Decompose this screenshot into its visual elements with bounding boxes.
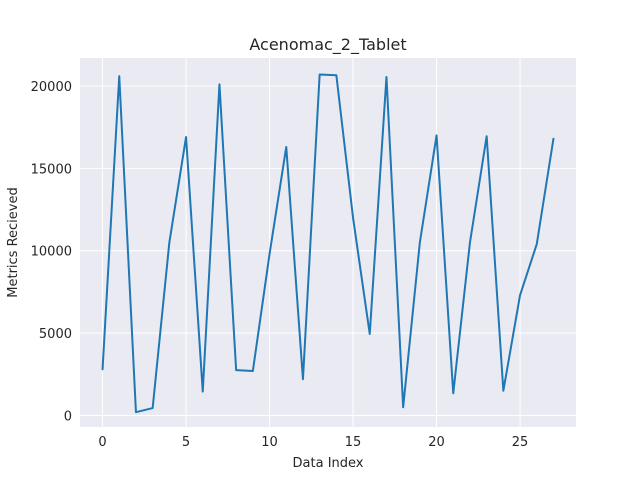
series-group: [101, 73, 555, 414]
y-axis-label: Metrics Recieved: [6, 187, 21, 297]
y-tick-label: 5000: [39, 327, 72, 342]
x-tick-label: 15: [345, 435, 362, 450]
x-axis-label: Data Index: [293, 456, 364, 471]
grid: [80, 58, 576, 427]
x-tick-label: 20: [428, 435, 445, 450]
y-tick-label: 15000: [31, 162, 72, 177]
y-tick-label: 20000: [31, 80, 72, 95]
x-tick-label: 5: [182, 435, 190, 450]
y-tick-label: 0: [64, 409, 72, 424]
series-line: [101, 73, 555, 414]
x-tick-label: 25: [512, 435, 529, 450]
x-tick-label: 0: [98, 435, 106, 450]
x-tick-label: 10: [261, 435, 278, 450]
tick-labels: 0 5 10 15 20 25 0 5000 10000 15000 20000: [31, 80, 529, 450]
y-tick-label: 10000: [31, 245, 72, 260]
chart-title: Acenomac_2_Tablet: [249, 35, 406, 55]
